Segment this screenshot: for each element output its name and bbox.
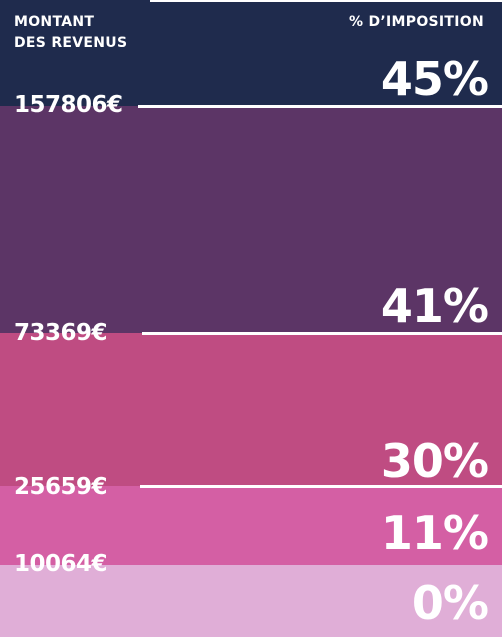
tax-rate-header: % D’IMPOSITION	[348, 14, 484, 30]
bracket-band	[0, 106, 502, 333]
rate-label: 41%	[380, 279, 489, 333]
threshold-line	[140, 485, 502, 488]
rate-label: 0%	[411, 576, 489, 630]
threshold-label: 25659€	[14, 474, 108, 500]
threshold-label: 157806€	[14, 92, 123, 118]
threshold-label: 10064€	[14, 551, 108, 577]
bracket-band	[0, 486, 502, 565]
rate-label: 30%	[380, 434, 489, 488]
threshold-label: 73369€	[14, 320, 108, 346]
bracket-band	[0, 333, 502, 486]
rate-label: 45%	[380, 52, 489, 106]
income-header: MONTANT DES REVENUS	[14, 14, 128, 51]
rate-label: 11%	[380, 506, 489, 560]
bracket-band	[0, 565, 502, 637]
threshold-line	[150, 0, 502, 2]
threshold-line	[138, 105, 502, 108]
bracket-band	[0, 0, 502, 106]
threshold-line	[142, 332, 502, 335]
